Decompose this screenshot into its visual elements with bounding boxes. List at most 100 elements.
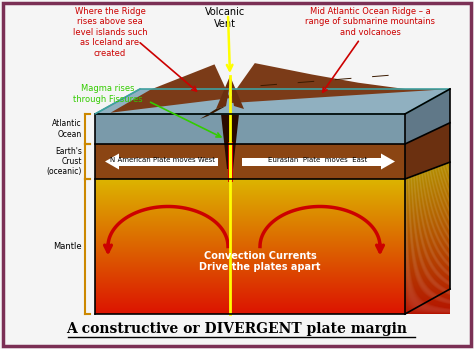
Polygon shape [405, 185, 450, 201]
Polygon shape [405, 198, 450, 212]
Polygon shape [405, 89, 450, 144]
Bar [95, 268, 405, 269]
Bar [95, 285, 405, 286]
Bar [95, 196, 405, 197]
Polygon shape [405, 194, 450, 209]
Bar [95, 279, 405, 280]
Polygon shape [405, 307, 450, 309]
Polygon shape [405, 272, 450, 278]
Bar [95, 254, 405, 255]
Text: Where the Ridge
rises above sea
level islands such
as Iceland are
created: Where the Ridge rises above sea level is… [73, 7, 147, 58]
Polygon shape [405, 284, 450, 289]
Polygon shape [405, 200, 450, 214]
Bar [95, 280, 405, 281]
Polygon shape [110, 64, 230, 113]
Bar [95, 222, 405, 223]
Polygon shape [405, 264, 450, 271]
Polygon shape [405, 193, 450, 208]
Bar [95, 219, 405, 220]
Bar [119, 157, 218, 165]
Polygon shape [405, 283, 450, 288]
Bar [95, 294, 405, 295]
Bar [95, 248, 405, 249]
Bar [95, 197, 405, 198]
Text: Mantle: Mantle [54, 242, 82, 251]
Bar [95, 224, 405, 225]
Polygon shape [405, 176, 450, 193]
Polygon shape [405, 291, 450, 295]
Polygon shape [405, 175, 450, 192]
Bar [95, 216, 405, 217]
Polygon shape [405, 186, 450, 202]
Bar [95, 191, 405, 192]
Bar [95, 184, 405, 185]
Bar [95, 231, 405, 232]
Polygon shape [405, 173, 450, 190]
Bar [95, 277, 405, 278]
Bar [95, 246, 405, 247]
Bar [95, 265, 405, 266]
Bar [95, 281, 405, 282]
Bar [95, 208, 405, 209]
Bar [95, 276, 405, 277]
Polygon shape [405, 304, 450, 306]
Polygon shape [405, 202, 450, 216]
Polygon shape [405, 172, 450, 189]
Polygon shape [405, 280, 450, 285]
Polygon shape [405, 246, 450, 255]
Bar [95, 313, 405, 314]
Bar [95, 240, 405, 241]
Polygon shape [405, 296, 450, 299]
Bar [95, 278, 405, 279]
Polygon shape [405, 313, 450, 314]
Polygon shape [405, 305, 450, 307]
Bar [95, 201, 405, 202]
Polygon shape [405, 295, 450, 298]
Bar [95, 261, 405, 262]
Bar [95, 205, 405, 206]
Polygon shape [381, 154, 395, 170]
Bar [95, 258, 405, 259]
Bar [95, 283, 405, 284]
Polygon shape [405, 270, 450, 276]
Polygon shape [405, 224, 450, 235]
Polygon shape [95, 89, 450, 114]
Polygon shape [405, 253, 450, 261]
Bar [95, 296, 405, 297]
Polygon shape [405, 254, 450, 262]
Polygon shape [405, 255, 450, 263]
Bar [95, 226, 405, 227]
Text: Earth's
Crust
(oceanic): Earth's Crust (oceanic) [46, 147, 82, 176]
Polygon shape [405, 294, 450, 297]
Text: N American Plate moves West: N American Plate moves West [110, 157, 215, 163]
Polygon shape [405, 179, 450, 195]
Polygon shape [405, 269, 450, 275]
Text: Magma rises
through Fissures: Magma rises through Fissures [73, 84, 143, 104]
Bar [95, 213, 405, 214]
Bar [95, 264, 405, 265]
Bar [95, 263, 405, 264]
Bar [95, 286, 405, 287]
Bar [95, 260, 405, 261]
Polygon shape [405, 233, 450, 243]
Polygon shape [405, 188, 450, 203]
Bar [95, 200, 405, 201]
Polygon shape [405, 217, 450, 229]
Polygon shape [216, 76, 244, 109]
Polygon shape [405, 259, 450, 266]
Bar [95, 273, 405, 274]
Text: Atlantic
Ocean: Atlantic Ocean [52, 119, 82, 139]
Bar [95, 230, 405, 231]
Bar [95, 195, 405, 196]
Bar [95, 229, 405, 230]
Polygon shape [405, 190, 450, 205]
Bar [95, 237, 405, 238]
Bar [95, 288, 405, 289]
Polygon shape [405, 274, 450, 280]
Polygon shape [405, 165, 450, 183]
Bar [95, 186, 405, 187]
Bar [95, 199, 405, 200]
Polygon shape [405, 236, 450, 246]
Polygon shape [405, 311, 450, 313]
Polygon shape [405, 240, 450, 250]
